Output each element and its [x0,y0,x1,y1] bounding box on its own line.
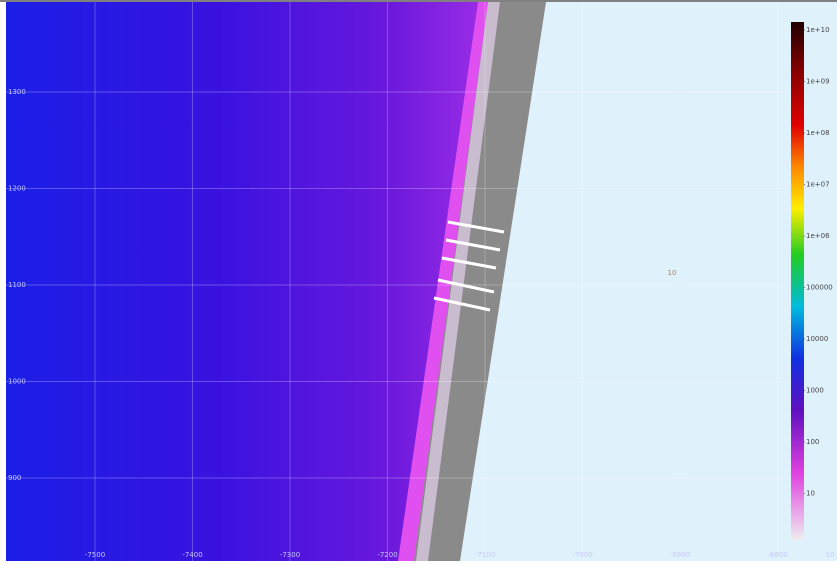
colorbar-label: 1e+10 [806,26,830,34]
x-tick-label: -6800 [767,551,787,559]
colorbar-label: 1e+06 [806,232,830,240]
density-region [6,2,482,561]
colorbar-label: 1e+07 [806,181,830,189]
y-tick-label: 1200 [8,185,26,193]
colorbar-label: 1e+08 [806,129,830,137]
x-tick-label: -6900 [670,551,690,559]
gray-band [414,2,546,561]
x-tick-label: -7200 [377,551,397,559]
y-tick-label: 1100 [8,281,26,289]
y-tick-label: 1300 [8,88,26,96]
colorbar-label: 10000 [806,335,828,343]
x-tick-label: -7000 [572,551,592,559]
x-tick-label: -7400 [182,551,202,559]
grid [6,2,790,561]
colorbar-label: 100 [806,438,819,446]
x-tick-label: 10 [826,551,835,559]
speckle-band [416,2,500,561]
colorbar-label: 1000 [806,387,824,395]
colorbar [791,22,804,540]
colorbar-label: 100000 [806,284,833,292]
labels: -7500 -7400 -7300 -7200 -7100 -7000 -6900 -6800… [8,26,834,559]
x-tick-label: -7100 [475,551,495,559]
x-tick-label: -7500 [85,551,105,559]
x-tick-label: -7300 [280,551,300,559]
stripes [433,220,505,312]
y-tick-label: 900 [8,474,21,482]
colorbar-label: 1e+09 [806,78,830,86]
marker-label: 10 [668,269,677,277]
colorbar-label: 10 [806,490,815,498]
y-tick-label: 1000 [8,378,26,386]
